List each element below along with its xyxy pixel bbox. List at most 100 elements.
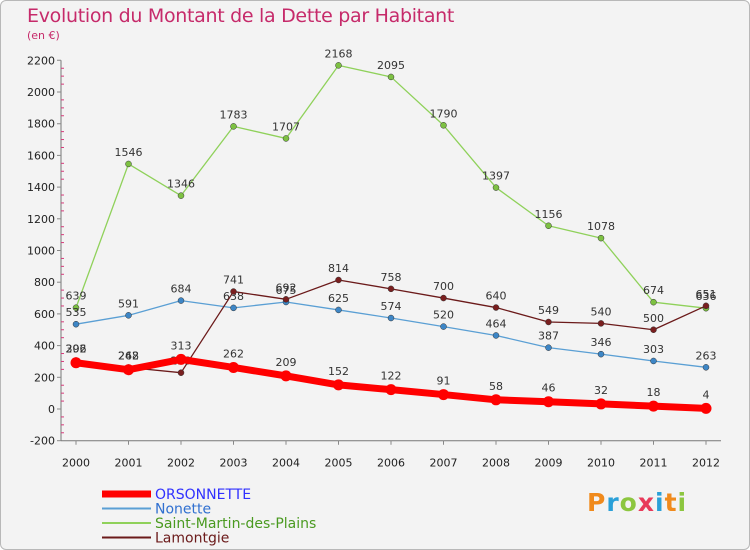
data-label: 651 [696, 288, 717, 301]
y-tick-label: 600 [34, 308, 55, 321]
data-label: 306 [66, 342, 87, 355]
data-label: 591 [118, 297, 139, 310]
data-point [490, 394, 502, 406]
data-label: 1346 [167, 178, 195, 191]
data-label: 520 [433, 309, 454, 322]
data-label: 4 [703, 388, 710, 401]
data-label: 1078 [587, 220, 615, 233]
data-point [230, 123, 237, 130]
data-point [702, 364, 710, 371]
data-point [335, 306, 342, 314]
x-tick-label: 2005 [325, 457, 353, 470]
x-tick-label: 2006 [377, 457, 405, 470]
data-point [282, 135, 290, 142]
data-point [282, 296, 290, 303]
data-label: 500 [643, 312, 664, 325]
y-tick-label: 200 [34, 371, 55, 384]
data-label: 1397 [482, 170, 510, 183]
data-label: 814 [328, 262, 349, 275]
data-label: 758 [381, 271, 402, 284]
data-label: 303 [643, 343, 664, 356]
data-label: 464 [486, 317, 507, 330]
data-label: 1783 [220, 108, 248, 121]
data-point [125, 160, 132, 168]
legend-label: Saint-Martin-des-Plains [155, 516, 316, 532]
data-label: 262 [223, 347, 244, 360]
data-point [177, 369, 185, 376]
data-label: 122 [381, 370, 402, 383]
data-point [597, 350, 605, 358]
x-tick-label: 2008 [482, 457, 510, 470]
data-label: 1156 [535, 208, 563, 221]
data-label: 741 [223, 274, 244, 287]
data-label: 387 [538, 330, 559, 343]
data-point [70, 357, 82, 369]
y-tick-label: 1200 [27, 213, 55, 226]
data-label: 675 [276, 284, 297, 297]
data-label: 292 [66, 343, 87, 356]
data-point [387, 73, 395, 81]
y-tick-label: 1600 [27, 149, 55, 162]
data-label: 346 [591, 336, 612, 349]
data-label: 58 [489, 380, 503, 393]
data-point [597, 320, 605, 327]
data-label: 248 [118, 350, 139, 363]
data-point [648, 400, 659, 412]
data-point [177, 297, 185, 304]
unit-note: (en €) [27, 29, 60, 42]
data-point [177, 192, 185, 199]
chart-title: Evolution du Montant de la Dette par Hab… [27, 5, 455, 27]
data-point [335, 62, 342, 69]
data-label: 640 [486, 290, 507, 303]
data-point [385, 384, 397, 396]
data-label: 1707 [272, 120, 300, 133]
data-label: 674 [643, 284, 664, 297]
data-point [228, 361, 239, 373]
y-tick-label: 1800 [27, 118, 55, 131]
data-point [230, 288, 237, 295]
data-label: 692 [276, 281, 297, 294]
x-tick-label: 2009 [535, 457, 563, 470]
y-tick-label: 400 [34, 340, 55, 353]
data-point [595, 398, 607, 410]
data-point [333, 379, 344, 391]
data-label: 2168 [325, 47, 353, 60]
data-label: 636 [696, 290, 717, 303]
x-tick-label: 2010 [587, 457, 615, 470]
x-tick-label: 2012 [692, 457, 720, 470]
data-label: 535 [66, 306, 87, 319]
data-point [123, 364, 134, 376]
data-point [72, 320, 80, 328]
data-point [125, 312, 132, 319]
x-tick-label: 2002 [167, 457, 195, 470]
data-point [440, 122, 447, 129]
data-point [387, 285, 395, 293]
x-tick-label: 2001 [115, 457, 143, 470]
data-point [597, 234, 605, 242]
data-point [702, 302, 710, 310]
data-label: 18 [647, 386, 661, 399]
data-point [650, 298, 657, 306]
data-label: 549 [538, 304, 559, 317]
y-tick-label: -200 [30, 435, 55, 448]
data-label: 540 [591, 305, 612, 318]
x-tick-label: 2004 [272, 457, 300, 470]
data-label: 1790 [430, 107, 458, 120]
data-point [545, 222, 552, 230]
y-tick-label: 2200 [27, 54, 55, 67]
y-tick-label: 800 [34, 276, 55, 289]
data-label: 313 [171, 339, 192, 352]
data-point [175, 353, 187, 365]
data-label: 91 [437, 375, 451, 388]
data-point [700, 402, 712, 414]
x-tick-label: 2011 [640, 457, 668, 470]
data-point [543, 396, 554, 408]
data-label: 684 [171, 283, 192, 296]
data-label: 46 [542, 382, 556, 395]
y-tick-label: 0 [48, 403, 55, 416]
data-label: 152 [328, 365, 349, 378]
data-point [440, 294, 447, 302]
x-tick-label: 2000 [62, 457, 90, 470]
